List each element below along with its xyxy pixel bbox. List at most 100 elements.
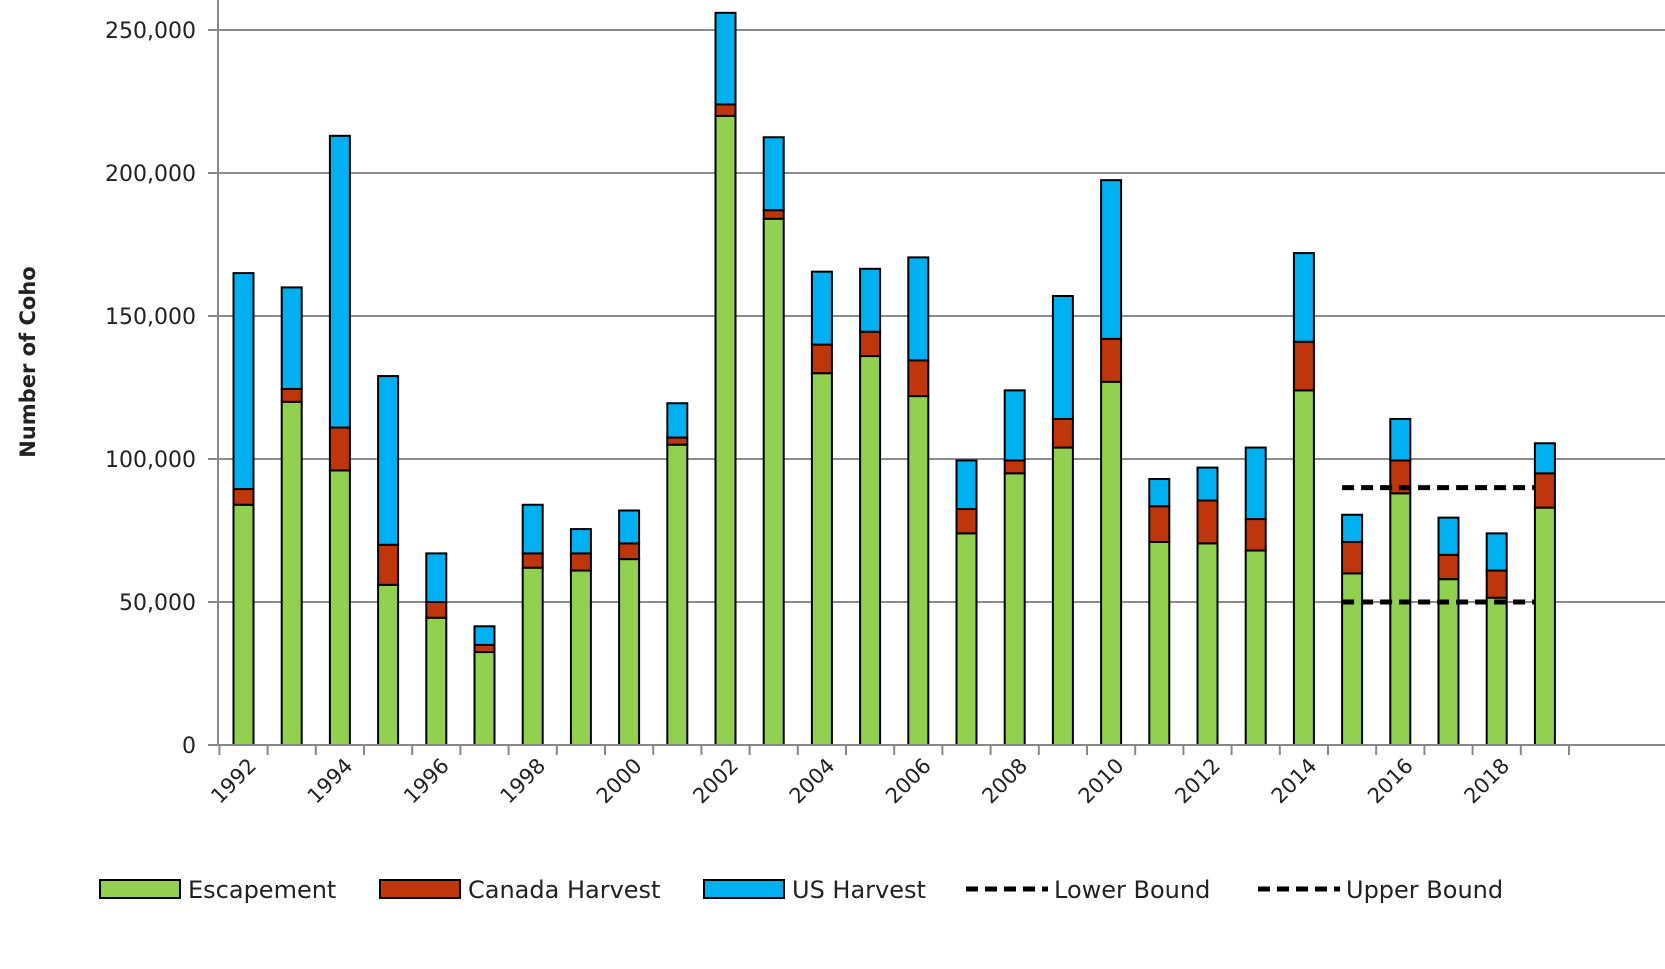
y-tick-label: 200,000 (105, 162, 196, 187)
bar-segment-canada-harvest (618, 542, 641, 561)
x-tick-label: 2018 (1459, 754, 1514, 809)
x-tick-label: 2010 (1074, 754, 1129, 809)
bar-segment-canada-harvest (714, 103, 737, 117)
y-tick-label: 150,000 (105, 305, 196, 330)
bar-segment-escapement (1244, 549, 1267, 747)
bar-segment-canada-harvest (810, 343, 833, 375)
bar-segment-escapement (907, 395, 930, 746)
bar-segment-us-harvest (1148, 478, 1171, 508)
reference-lines (1342, 485, 1535, 605)
bar-segment-escapement (425, 616, 448, 746)
bar-segment-us-harvest (1292, 252, 1315, 343)
bar-segment-canada-harvest (1196, 499, 1219, 545)
bar-segment-us-harvest (1389, 417, 1412, 462)
bar-segment-canada-harvest (569, 552, 592, 572)
bar-segment-escapement (1003, 472, 1026, 746)
bar-segment-us-harvest (859, 267, 882, 333)
bar-segment-canada-harvest (1051, 417, 1074, 449)
bar-segment-escapement (521, 566, 544, 746)
bar-segment-escapement (1389, 492, 1412, 746)
bar-segment-canada-harvest (521, 552, 544, 569)
bar-segment-us-harvest (377, 375, 400, 546)
bar-segment-canada-harvest (762, 209, 785, 220)
bar-segment-us-harvest (907, 256, 930, 362)
bar-segment-us-harvest (328, 134, 351, 429)
bar-segment-us-harvest (1244, 446, 1267, 521)
x-tick-label: 1992 (206, 754, 261, 809)
x-tick-label: 2008 (977, 754, 1032, 809)
bar-segment-canada-harvest (1485, 569, 1508, 599)
legend-swatch-canada-harvest (379, 879, 461, 899)
legend-label-escapement: Escapement (188, 876, 336, 904)
bar-segment-canada-harvest (1100, 337, 1123, 383)
bar-segment-canada-harvest (859, 330, 882, 358)
bar-segment-canada-harvest (1244, 518, 1267, 552)
bar-segment-us-harvest (810, 270, 833, 346)
bar-segment-us-harvest (1196, 466, 1219, 502)
bar-segment-us-harvest (666, 402, 689, 439)
bar-segment-us-harvest (425, 552, 448, 604)
legend-swatch-escapement (99, 879, 181, 899)
bar-segment-us-harvest (1100, 179, 1123, 340)
y-tick-label: 100,000 (105, 448, 196, 473)
x-tick-label: 1998 (495, 754, 550, 809)
bar-segment-escapement (859, 355, 882, 746)
bar-segment-us-harvest (569, 528, 592, 555)
bar-segment-canada-harvest (666, 436, 689, 446)
bar-segment-escapement (1341, 572, 1364, 747)
x-tick-label: 2002 (688, 754, 743, 809)
legend-label-canada-harvest: Canada Harvest (468, 876, 660, 904)
x-tick-label: 1996 (399, 754, 454, 809)
bar-segment-us-harvest (1533, 442, 1556, 475)
bar-segment-escapement (955, 532, 978, 746)
bar-segment-escapement (618, 558, 641, 746)
x-tick-label: 2016 (1363, 754, 1418, 809)
x-tick-label: 2014 (1267, 754, 1322, 809)
bar-segment-us-harvest (1485, 532, 1508, 572)
x-tick-label: 2004 (785, 754, 840, 809)
bar-segment-escapement (1533, 506, 1556, 746)
bar-segment-canada-harvest (1292, 340, 1315, 392)
x-tick-label: 2000 (592, 754, 647, 809)
bar-segment-us-harvest (762, 136, 785, 212)
bar-segment-canada-harvest (1437, 553, 1460, 581)
bar-segment-escapement (714, 114, 737, 747)
bar-segment-us-harvest (232, 272, 255, 491)
bar-segment-us-harvest (618, 509, 641, 545)
bar-segment-canada-harvest (232, 488, 255, 506)
bar-segment-escapement (1292, 389, 1315, 746)
legend-label-upper-bound: Upper Bound (1346, 876, 1503, 904)
bar-segment-canada-harvest (425, 601, 448, 619)
bar-segment-escapement (666, 443, 689, 746)
bar-segment-canada-harvest (1148, 505, 1171, 543)
bar-segment-canada-harvest (1003, 459, 1026, 475)
bar-segment-canada-harvest (377, 543, 400, 586)
x-tick-label: 1994 (303, 754, 358, 809)
bar-segment-canada-harvest (955, 508, 978, 535)
bar-segment-us-harvest (473, 625, 496, 646)
legend-label-us-harvest: US Harvest (792, 876, 926, 904)
bar-segment-escapement (280, 400, 303, 746)
bar-segment-us-harvest (955, 459, 978, 511)
bar-segment-canada-harvest (907, 359, 930, 398)
bar-segment-escapement (762, 217, 785, 746)
bar-segment-escapement (232, 503, 255, 747)
bar-segment-canada-harvest (473, 643, 496, 654)
bar-segment-escapement (1196, 542, 1219, 746)
bar-segment-canada-harvest (1533, 472, 1556, 509)
legend-swatch-us-harvest (703, 879, 785, 899)
bar-segment-us-harvest (1003, 389, 1026, 462)
y-tick-label: 250,000 (105, 19, 196, 44)
bar-segment-escapement (1148, 540, 1171, 746)
bar-segment-escapement (1051, 446, 1074, 746)
gridlines (218, 29, 1665, 603)
bar-segment-canada-harvest (280, 387, 303, 403)
bar-segment-escapement (1485, 596, 1508, 747)
bar-segment-escapement (810, 372, 833, 746)
y-axis-label: Number of Coho (16, 266, 40, 457)
bar-segment-us-harvest (1437, 516, 1460, 556)
legend: Escapement Canada Harvest US Harvest Lower … (99, 876, 1503, 904)
bar-segment-canada-harvest (1341, 540, 1364, 575)
